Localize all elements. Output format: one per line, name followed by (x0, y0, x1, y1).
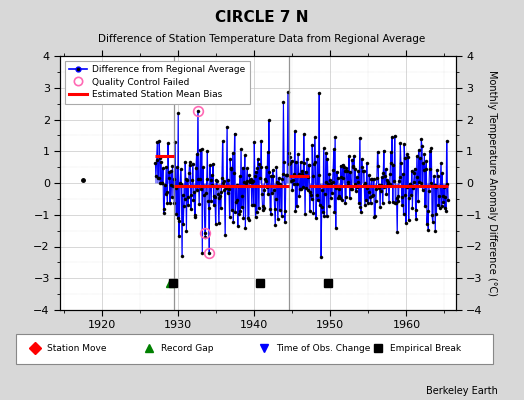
Legend: Difference from Regional Average, Quality Control Failed, Estimated Station Mean: Difference from Regional Average, Qualit… (65, 60, 249, 104)
Text: CIRCLE 7 N: CIRCLE 7 N (215, 10, 309, 25)
Text: Time of Obs. Change: Time of Obs. Change (276, 344, 370, 353)
Y-axis label: Monthly Temperature Anomaly Difference (°C): Monthly Temperature Anomaly Difference (… (487, 70, 497, 296)
Text: Station Move: Station Move (47, 344, 106, 353)
Text: Berkeley Earth: Berkeley Earth (426, 386, 498, 396)
Text: Record Gap: Record Gap (161, 344, 214, 353)
Text: Empirical Break: Empirical Break (390, 344, 461, 353)
Text: Difference of Station Temperature Data from Regional Average: Difference of Station Temperature Data f… (99, 34, 425, 44)
FancyBboxPatch shape (16, 334, 493, 364)
